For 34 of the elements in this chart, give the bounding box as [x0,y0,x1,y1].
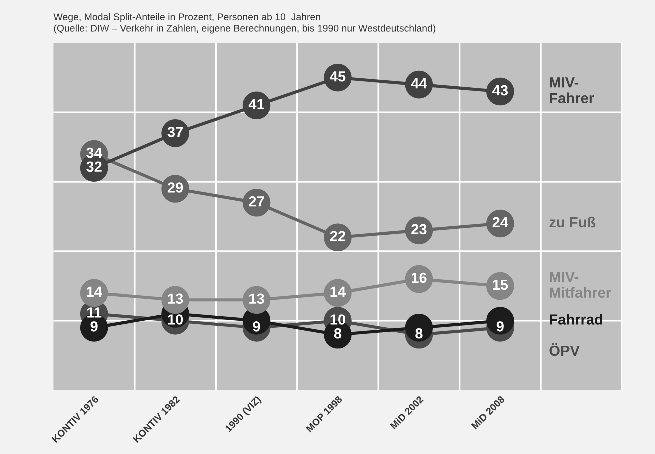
data-label: 15 [493,280,508,290]
data-label: 9 [496,322,504,332]
data-label: 23 [412,224,427,235]
data-label: 43 [492,85,508,96]
data-label: 34 [86,148,102,158]
text: zu Fuß [550,216,596,228]
data-label: 11 [88,308,102,318]
point [405,314,434,342]
data-label: 9 [253,322,260,332]
data-label: 45 [330,72,346,82]
data-label: 14 [87,286,102,297]
data-label: 9 [90,322,98,332]
data-label: 8 [416,328,423,339]
data-label: 22 [330,231,346,242]
chart-title: Wege, Modal Split-Anteile in Prozent, Personen ab 10 Jahren [54,13,320,22]
data-label: 13 [168,294,184,304]
text: MIV- Mitfahrer [550,272,612,298]
text: ÖPV [550,344,580,356]
data-label: 10 [168,314,184,325]
data-label: 27 [249,196,264,207]
data-label: 37 [168,127,184,138]
data-label: 14 [330,286,346,297]
data-label: 44 [411,78,428,89]
data-label: 8 [334,328,342,339]
data-label: 10 [330,314,346,325]
data-label: 29 [168,182,184,193]
data-label: 16 [412,272,427,284]
data-label: 41 [248,99,264,110]
text: MIV- Fahrer [550,78,594,104]
data-label: 32 [86,162,102,172]
data-label: 13 [250,294,264,304]
text: Fahrrad [550,314,602,325]
text: (Quelle: DIW – Verkehr in Zahlen, eigene Berechnungen, bis 1990 nur Westdeutschland) [54,24,436,34]
data-label: 24 [492,217,508,228]
